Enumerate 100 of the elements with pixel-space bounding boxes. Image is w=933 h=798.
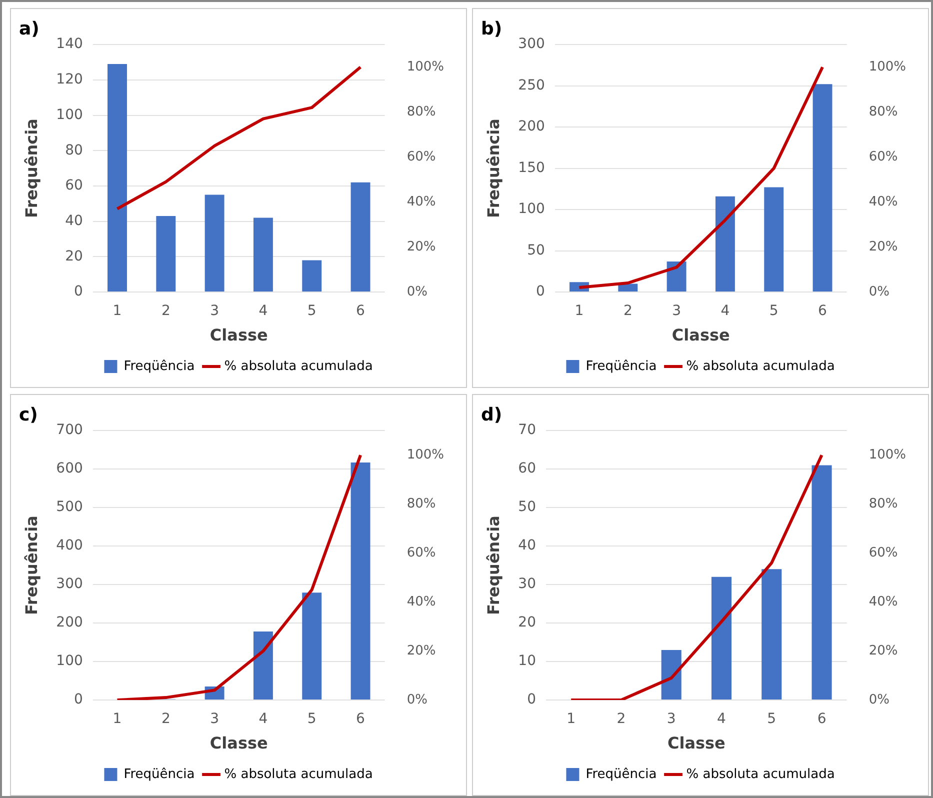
bar	[253, 218, 273, 292]
y-tick-label: 300	[56, 576, 83, 592]
x-axis-title: Classe	[667, 734, 726, 753]
y2-tick-label: 100%	[868, 59, 906, 74]
chart-title: b)	[481, 18, 502, 40]
y2-tick-label: 40%	[406, 194, 436, 210]
y2-tick-label: 100%	[868, 447, 906, 462]
y-tick-label: 20	[65, 248, 83, 264]
bar	[666, 261, 686, 292]
bar	[711, 576, 732, 700]
legend-label: Freqüência	[124, 766, 195, 782]
y-tick-label: 250	[518, 77, 545, 94]
x-tick-label: 2	[623, 303, 632, 320]
y2-tick-label: 100%	[406, 59, 444, 74]
y2-tick-label: 80%	[406, 104, 436, 120]
y2-tick-label: 20%	[406, 239, 436, 254]
y2-tick-label: 80%	[406, 496, 436, 512]
x-axis-title: Classe	[210, 326, 268, 345]
x-tick-label: 4	[258, 303, 268, 320]
y2-tick-label: 60%	[868, 545, 898, 560]
y-tick-label: 150	[518, 160, 545, 176]
x-tick-label: 1	[112, 303, 122, 320]
x-tick-label: 6	[818, 303, 828, 320]
y-tick-label: 600	[56, 460, 83, 477]
y2-tick-label: 0%	[868, 284, 890, 300]
bar	[156, 216, 176, 292]
bar	[661, 650, 682, 700]
x-tick-label: 2	[161, 711, 170, 728]
legend-label: Freqüência	[124, 358, 195, 374]
y-tick-label: 0	[74, 692, 83, 708]
x-tick-label: 4	[717, 711, 726, 728]
y-tick-label: 10	[518, 653, 536, 670]
y-tick-label: 200	[56, 614, 83, 631]
y-tick-label: 70	[518, 422, 536, 438]
chart-title: a)	[19, 18, 40, 40]
y-tick-label: 80	[65, 142, 83, 158]
x-tick-label: 3	[210, 303, 220, 320]
y-tick-label: 0	[536, 284, 545, 300]
x-tick-label: 5	[767, 711, 776, 728]
y2-tick-label: 0%	[868, 692, 890, 708]
x-tick-label: 3	[210, 711, 220, 728]
y-tick-label: 100	[56, 106, 83, 123]
y2-tick-label: 80%	[868, 104, 898, 120]
legend-label: Freqüência	[586, 766, 657, 782]
bar	[764, 187, 784, 292]
bar	[350, 462, 370, 700]
x-tick-label: 6	[356, 711, 366, 728]
chart-title: c)	[19, 404, 38, 426]
y-tick-label: 100	[56, 653, 83, 670]
x-tick-label: 2	[616, 711, 626, 728]
x-axis-title: Classe	[210, 734, 268, 753]
y-axis-title: Frequência	[22, 118, 41, 218]
legend-label: Freqüência	[586, 358, 657, 374]
x-tick-label: 5	[307, 711, 316, 728]
y-axis-title: Frequência	[484, 516, 503, 616]
legend-label: % absoluta acumulada	[686, 358, 835, 374]
chart-title: d)	[481, 404, 502, 426]
bar	[204, 194, 224, 292]
x-tick-label: 3	[672, 303, 682, 320]
y-tick-label: 120	[56, 72, 83, 88]
x-tick-label: 2	[161, 303, 170, 320]
y2-tick-label: 0%	[406, 284, 428, 300]
y2-tick-label: 40%	[406, 594, 436, 610]
y-tick-label: 700	[56, 422, 83, 438]
x-tick-label: 1	[566, 711, 576, 728]
y2-tick-label: 40%	[868, 594, 898, 610]
bar	[812, 465, 832, 700]
bar	[812, 84, 832, 292]
bar	[108, 64, 127, 292]
x-tick-label: 4	[720, 303, 730, 320]
bar	[350, 182, 370, 292]
y-tick-label: 0	[527, 692, 536, 708]
y-tick-label: 400	[56, 538, 83, 554]
y2-tick-label: 0%	[406, 692, 428, 708]
y2-tick-label: 40%	[868, 194, 898, 210]
x-tick-label: 1	[112, 711, 122, 728]
y-tick-label: 50	[518, 499, 536, 516]
y-tick-label: 50	[527, 242, 545, 258]
y-tick-label: 30	[518, 576, 536, 592]
legend-label: % absoluta acumulada	[224, 766, 373, 782]
bar	[253, 631, 273, 700]
x-tick-label: 5	[769, 303, 778, 320]
x-tick-label: 6	[356, 303, 366, 320]
y-tick-label: 500	[56, 499, 83, 516]
y-tick-label: 200	[518, 118, 545, 135]
y2-tick-label: 20%	[406, 643, 436, 658]
y-tick-label: 60	[65, 178, 83, 194]
y-tick-label: 140	[56, 36, 83, 52]
bar	[302, 592, 322, 700]
x-tick-label: 4	[258, 711, 268, 728]
y-tick-label: 300	[518, 36, 545, 52]
y-tick-label: 60	[518, 460, 536, 477]
bar	[762, 569, 782, 700]
x-tick-label: 5	[307, 303, 316, 320]
bar	[302, 260, 322, 292]
y-tick-label: 20	[518, 614, 536, 631]
y2-tick-label: 20%	[868, 643, 898, 658]
y2-tick-label: 60%	[406, 545, 436, 560]
legend-label: % absoluta acumulada	[224, 358, 373, 374]
y-tick-label: 0	[74, 284, 83, 300]
